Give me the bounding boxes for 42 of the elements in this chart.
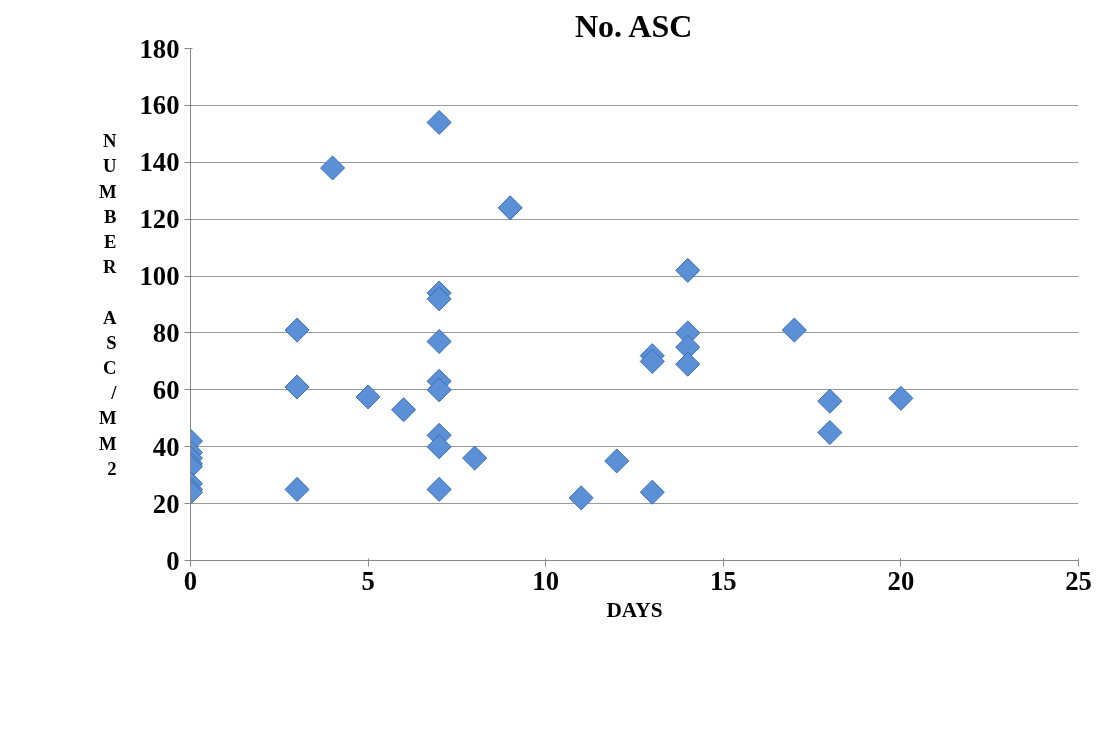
y-tick-label: 120: [139, 204, 180, 235]
point: [426, 476, 452, 502]
point: [639, 479, 665, 505]
point: [426, 377, 452, 403]
point: [604, 448, 630, 474]
point: [284, 476, 310, 502]
point: [639, 348, 665, 374]
y-tick-label: 180: [139, 33, 180, 64]
point: [426, 328, 452, 354]
point: [675, 257, 701, 283]
y-tick-label: 80: [152, 317, 180, 348]
point: [888, 385, 914, 411]
point: [568, 485, 594, 511]
point: [426, 109, 452, 135]
point: [320, 155, 346, 181]
x-tick-label: 25: [1065, 565, 1092, 596]
point: [355, 384, 381, 410]
x-tick-label: 10: [532, 565, 560, 596]
chart-title: No. ASC: [574, 7, 693, 44]
point: [284, 317, 310, 343]
x-tick-label: 15: [709, 565, 737, 596]
x-axis-title: DAYS: [606, 597, 663, 622]
y-tick-label: 160: [139, 90, 180, 121]
point: [284, 374, 310, 400]
x-tick-label: 5: [361, 565, 375, 596]
point: [675, 351, 701, 377]
point: [781, 317, 807, 343]
y-tick-label: 140: [139, 147, 180, 178]
text: NUMBER ASC/MM2: [98, 130, 117, 479]
y-tick-label: 60: [152, 374, 180, 405]
point: [462, 445, 488, 471]
y-tick-label: 40: [152, 431, 180, 462]
point: [426, 286, 452, 312]
y-tick-label: 0: [166, 545, 180, 576]
x-tick-label: 20: [887, 565, 915, 596]
point: [817, 419, 843, 446]
point: [497, 195, 523, 221]
point: [426, 434, 452, 460]
y-tick-label: 100: [139, 261, 180, 292]
point: [817, 388, 843, 414]
y-tick-label: 20: [152, 488, 180, 519]
point: [391, 397, 417, 423]
